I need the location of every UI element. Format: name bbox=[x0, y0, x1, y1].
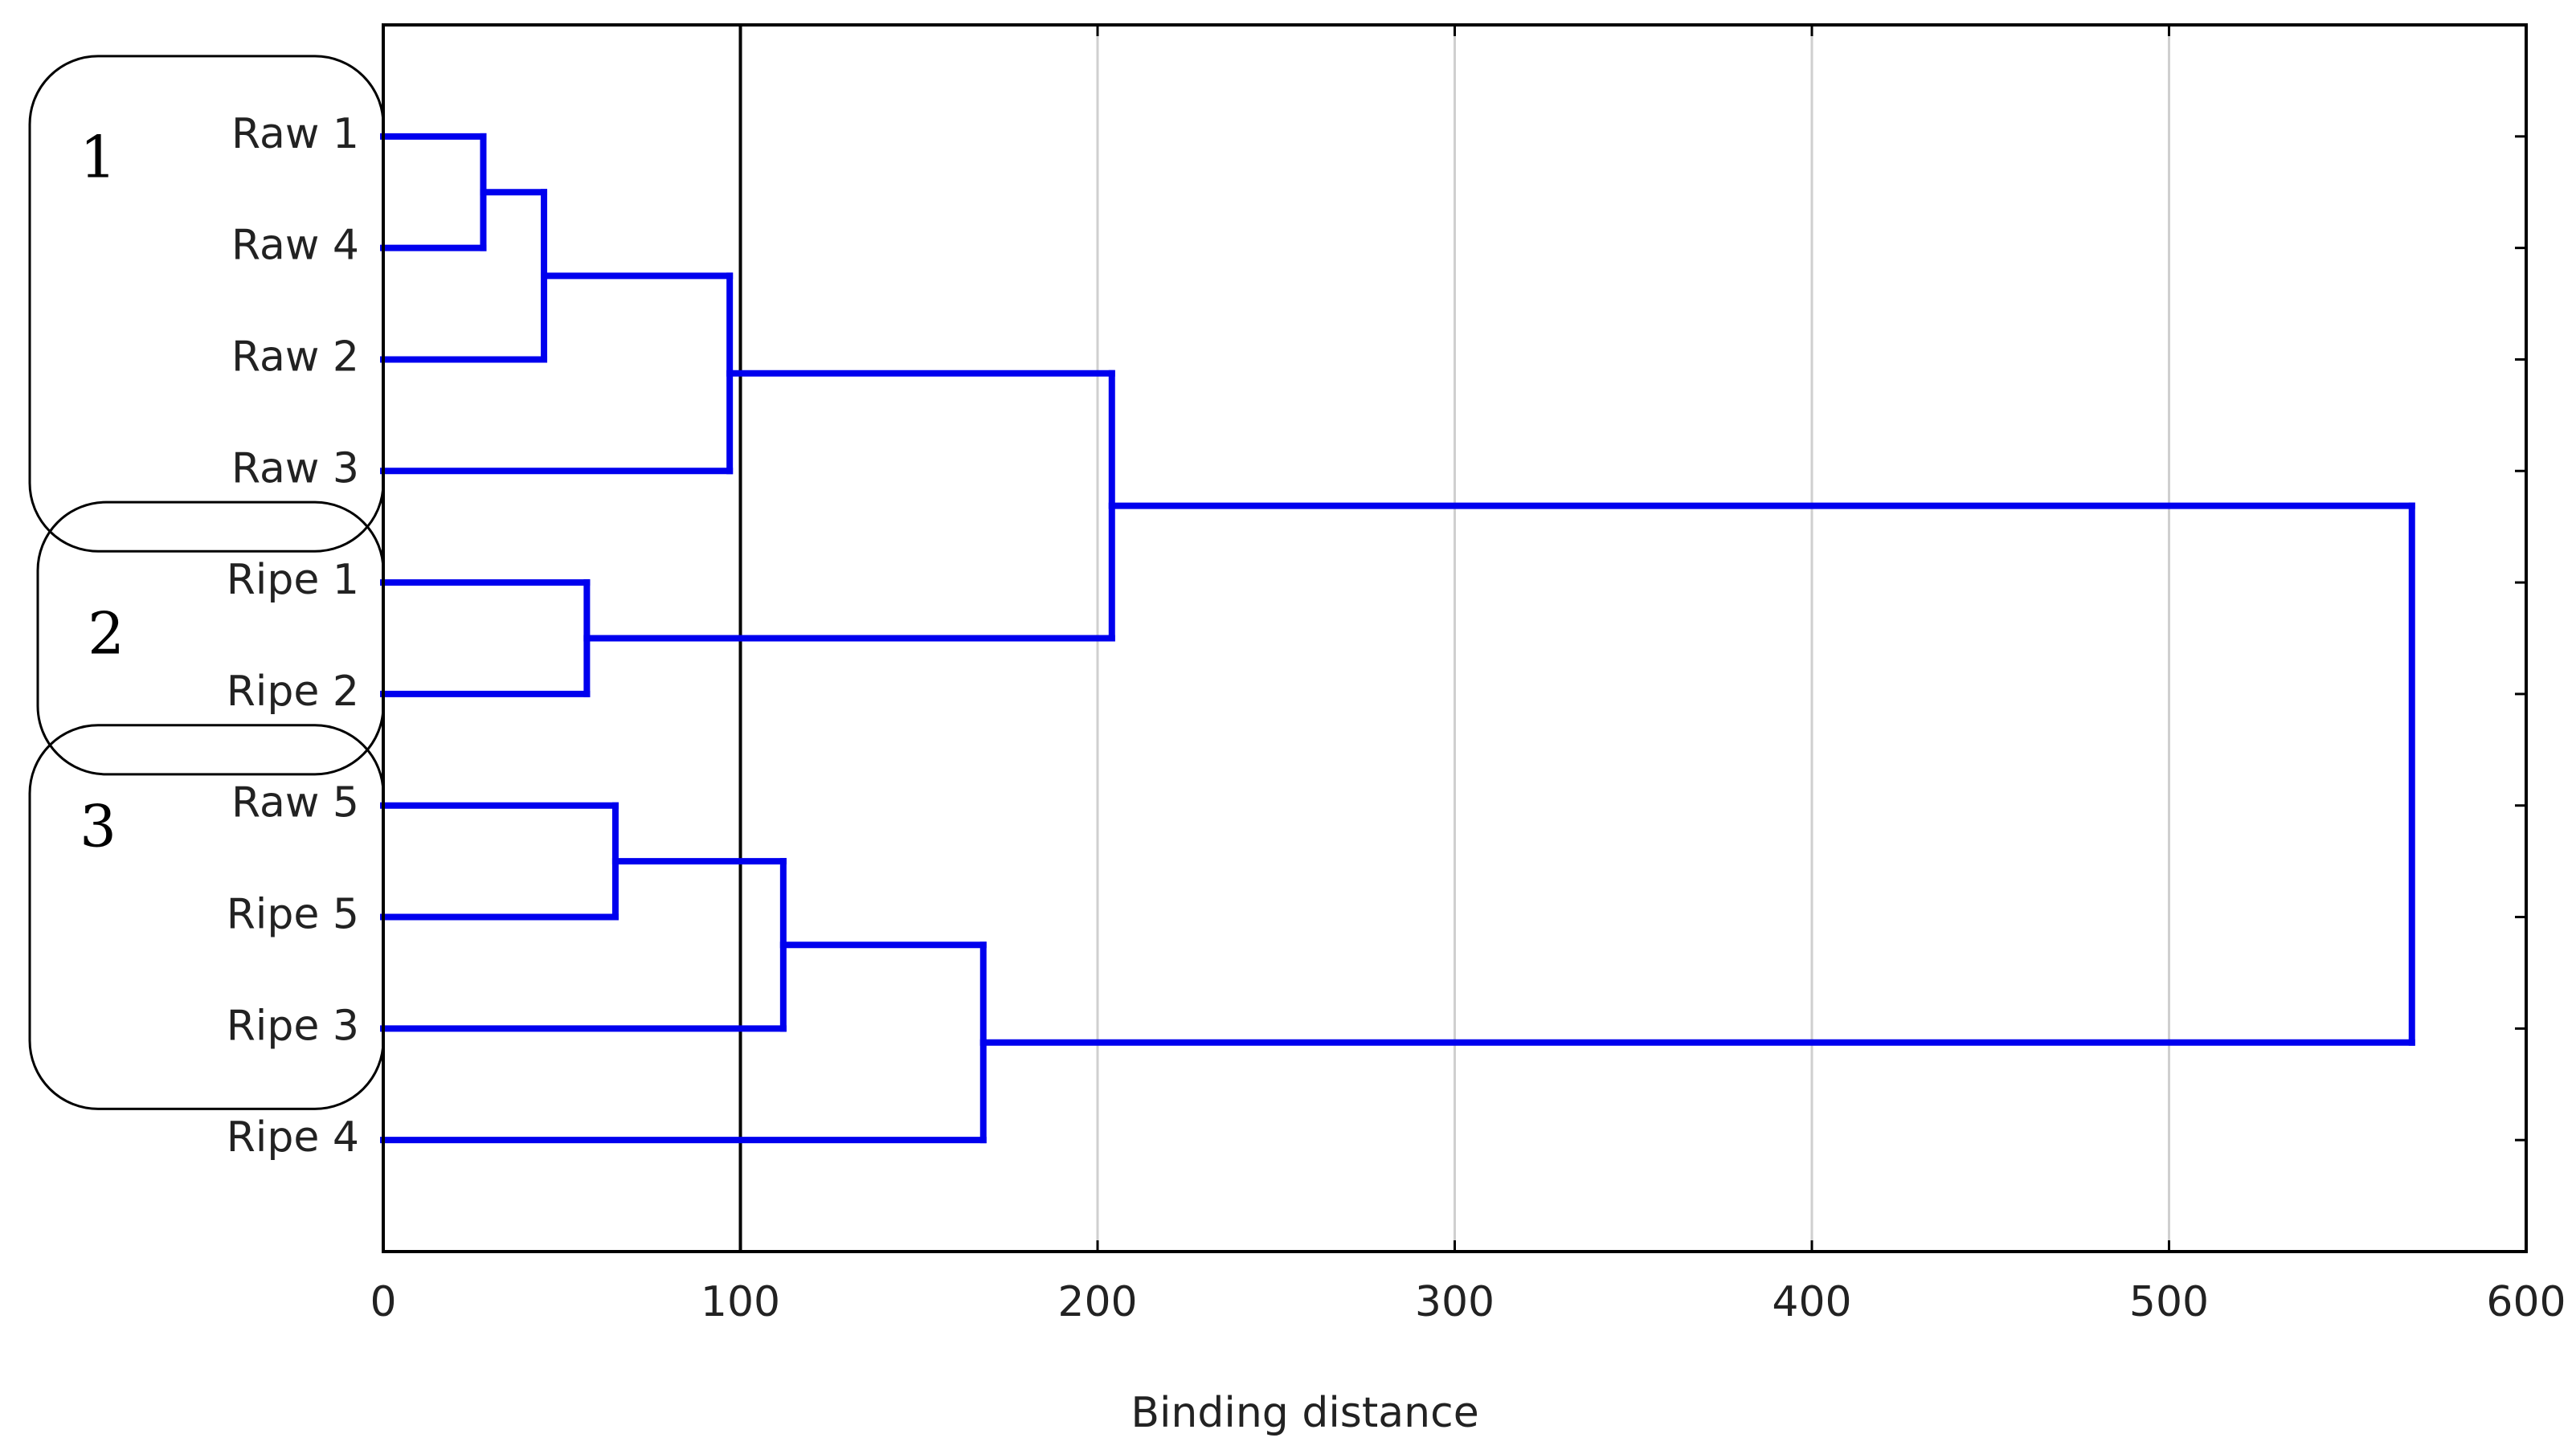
x-tick-label: 100 bbox=[701, 1278, 780, 1326]
x-tick-label: 200 bbox=[1057, 1278, 1137, 1326]
leaf-label: Ripe 4 bbox=[227, 1113, 359, 1162]
plot-frame bbox=[382, 23, 2528, 1253]
x-tick-label: 400 bbox=[1772, 1278, 1851, 1326]
leaf-label: Ripe 1 bbox=[227, 556, 359, 604]
group-label: 1 bbox=[80, 124, 117, 191]
leaf-label: Raw 5 bbox=[231, 779, 359, 827]
leaf-label: Raw 2 bbox=[231, 333, 359, 381]
x-tick-label: 300 bbox=[1415, 1278, 1494, 1326]
leaf-label: Ripe 2 bbox=[227, 668, 359, 716]
x-axis-title: Binding distance bbox=[1131, 1389, 1478, 1437]
group-label: 2 bbox=[88, 600, 125, 668]
leaf-label: Raw 1 bbox=[231, 110, 359, 158]
x-tick-label: 500 bbox=[2129, 1278, 2209, 1326]
leaf-label: Ripe 3 bbox=[227, 1002, 359, 1050]
group-label: 3 bbox=[80, 793, 117, 860]
leaf-label: Raw 3 bbox=[231, 444, 359, 492]
x-tick-label: 0 bbox=[370, 1278, 396, 1326]
x-tick-label: 600 bbox=[2486, 1278, 2566, 1326]
leaf-label: Raw 4 bbox=[231, 222, 359, 270]
leaf-label: Ripe 5 bbox=[227, 891, 359, 939]
